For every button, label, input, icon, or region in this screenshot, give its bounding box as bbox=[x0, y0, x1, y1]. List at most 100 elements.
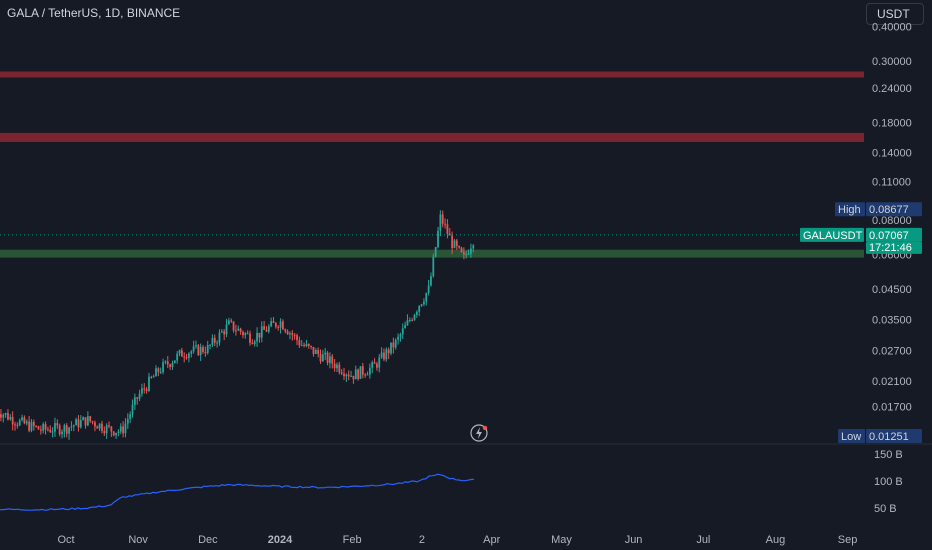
candle-body bbox=[185, 357, 188, 359]
currency-selector[interactable]: USDT bbox=[866, 3, 924, 25]
candle-body bbox=[213, 337, 216, 343]
candle-body bbox=[223, 331, 226, 335]
candle-body bbox=[103, 430, 106, 434]
candle-body bbox=[401, 328, 404, 335]
candle-body bbox=[455, 240, 458, 246]
candle-body bbox=[56, 423, 59, 426]
candle-body bbox=[420, 304, 423, 306]
candle-body bbox=[136, 397, 139, 399]
candle-body bbox=[145, 389, 148, 391]
candle-body bbox=[14, 424, 16, 426]
candle-body bbox=[166, 361, 169, 365]
candle-body bbox=[239, 328, 242, 332]
candle-body bbox=[350, 375, 352, 377]
candle-body bbox=[397, 336, 399, 340]
candle-body bbox=[465, 253, 468, 255]
candle-body bbox=[115, 432, 117, 436]
candle-body bbox=[387, 349, 390, 354]
candle-body bbox=[190, 351, 193, 354]
candle-body bbox=[101, 423, 103, 431]
high-value: 0.08677 bbox=[869, 204, 909, 216]
candle-body bbox=[249, 333, 251, 343]
candle-body bbox=[122, 426, 125, 434]
candle-body bbox=[96, 426, 99, 429]
candle-body bbox=[202, 347, 204, 352]
candle-body bbox=[392, 342, 395, 348]
candle-body bbox=[199, 347, 202, 356]
y-tick-label: 0.24000 bbox=[872, 83, 912, 95]
candle-body bbox=[321, 354, 324, 362]
candle-body bbox=[11, 416, 14, 425]
candle-body bbox=[169, 364, 172, 367]
candle-body bbox=[359, 366, 362, 379]
x-tick-label: 2 bbox=[419, 534, 425, 546]
candle-body bbox=[220, 331, 223, 333]
candle-body bbox=[312, 346, 315, 354]
candle-body bbox=[82, 417, 85, 421]
candle-body bbox=[204, 351, 207, 354]
volume-tick-label: 100 B bbox=[874, 476, 903, 488]
candle-body bbox=[265, 329, 268, 332]
high-label: High bbox=[838, 204, 861, 216]
x-tick-label: May bbox=[551, 534, 572, 546]
candle-body bbox=[129, 414, 132, 419]
x-tick-label: Dec bbox=[198, 534, 218, 546]
candle-body bbox=[126, 418, 129, 424]
candle-body bbox=[65, 425, 68, 434]
candle-body bbox=[216, 342, 219, 344]
candle-body bbox=[343, 373, 345, 377]
candle-body bbox=[61, 431, 63, 435]
candle-body bbox=[30, 421, 33, 431]
candle-body bbox=[284, 329, 287, 332]
candle-body bbox=[267, 326, 270, 332]
x-tick-label: Sep bbox=[838, 534, 858, 546]
candle-body bbox=[117, 431, 120, 433]
candle-body bbox=[242, 331, 244, 336]
candle-body bbox=[385, 349, 388, 360]
candle-body bbox=[366, 374, 369, 376]
low-value: 0.01251 bbox=[869, 431, 909, 443]
candle-body bbox=[110, 426, 113, 432]
candle-body bbox=[432, 256, 435, 277]
current-price-bg bbox=[866, 227, 922, 242]
candle-body bbox=[98, 423, 101, 429]
candle-body bbox=[133, 397, 136, 405]
candle-body bbox=[119, 426, 122, 432]
low-label: Low bbox=[841, 431, 861, 443]
candle-body bbox=[472, 245, 475, 249]
candle-body bbox=[51, 431, 54, 433]
y-tick-label: 0.14000 bbox=[872, 148, 912, 160]
lightning-icon-bolt bbox=[476, 427, 482, 439]
candle-body bbox=[310, 345, 313, 347]
candle-body bbox=[150, 376, 153, 378]
candle-body bbox=[415, 311, 418, 315]
candle-body bbox=[7, 413, 9, 420]
candle-body bbox=[444, 223, 446, 225]
candle-body bbox=[54, 423, 56, 432]
candle-body bbox=[9, 416, 12, 420]
candle-body bbox=[437, 230, 439, 248]
candle-body bbox=[418, 305, 421, 312]
y-tick-label: 0.08000 bbox=[872, 215, 912, 227]
candle-body bbox=[467, 253, 470, 255]
candle-body bbox=[279, 321, 282, 328]
y-tick-label: 0.02700 bbox=[872, 346, 912, 358]
candle-body bbox=[324, 352, 327, 355]
candle-body bbox=[458, 245, 461, 248]
candle-body bbox=[423, 301, 425, 305]
x-tick-label: 2024 bbox=[268, 534, 293, 546]
candle-body bbox=[282, 321, 284, 330]
candle-body bbox=[143, 388, 146, 390]
volume-tick-label: 150 B bbox=[874, 449, 903, 461]
candle-body bbox=[44, 424, 47, 430]
candle-body bbox=[188, 353, 190, 358]
candle-body bbox=[84, 417, 87, 426]
y-tick-label: 0.40000 bbox=[872, 21, 912, 33]
candle-body bbox=[345, 374, 348, 377]
symbol-label-bg bbox=[800, 227, 864, 242]
candle-body bbox=[303, 345, 305, 347]
candle-body bbox=[293, 335, 296, 337]
candle-body bbox=[380, 352, 383, 358]
y-tick-label: 0.01700 bbox=[872, 401, 912, 413]
